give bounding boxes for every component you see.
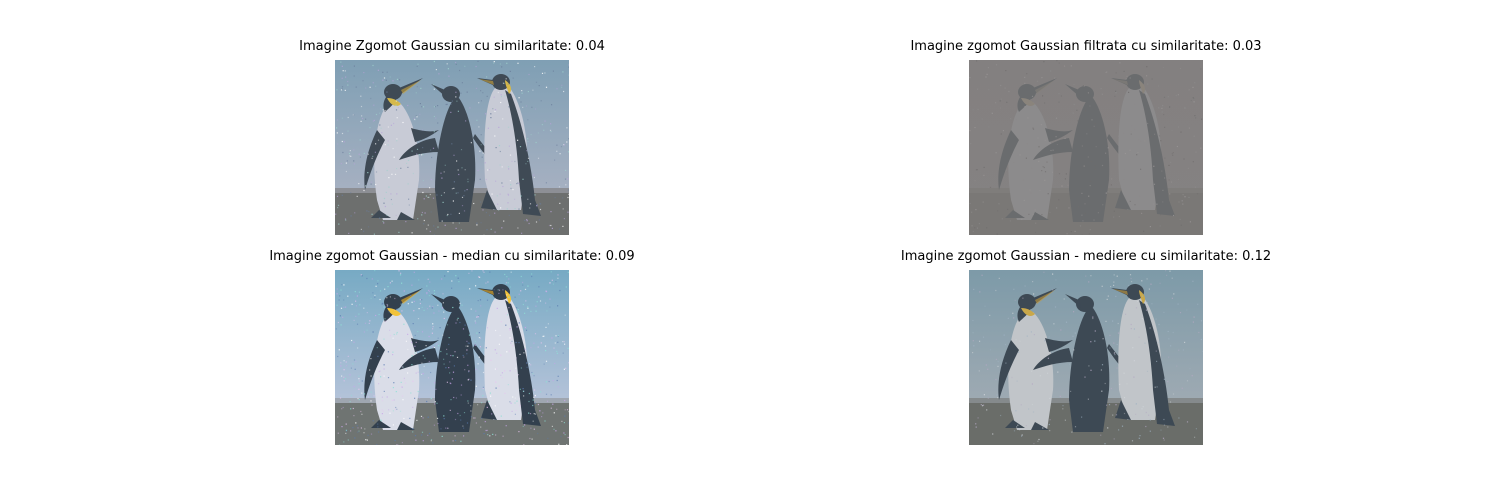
image-panel-mean xyxy=(969,270,1203,445)
panel-title-filtered: Imagine zgomot Gaussian filtrata cu simi… xyxy=(910,39,1262,54)
image-panel-noisy xyxy=(335,60,569,235)
panel-title-mean: Imagine zgomot Gaussian - mediere cu sim… xyxy=(900,249,1272,264)
penguins-scene xyxy=(969,270,1203,445)
penguins-image-filtered xyxy=(969,60,1203,235)
penguins-image-mean xyxy=(969,270,1203,445)
penguins-image-median xyxy=(335,270,569,445)
penguins-scene xyxy=(335,270,569,445)
image-panel-median xyxy=(335,270,569,445)
image-panel-filtered xyxy=(969,60,1203,235)
panel-title-median: Imagine zgomot Gaussian - median cu simi… xyxy=(269,249,635,264)
panel-title-noisy: Imagine Zgomot Gaussian cu similaritate:… xyxy=(299,39,605,54)
penguins-scene xyxy=(335,60,569,235)
penguins-image-noisy xyxy=(335,60,569,235)
penguins-scene xyxy=(969,60,1203,235)
